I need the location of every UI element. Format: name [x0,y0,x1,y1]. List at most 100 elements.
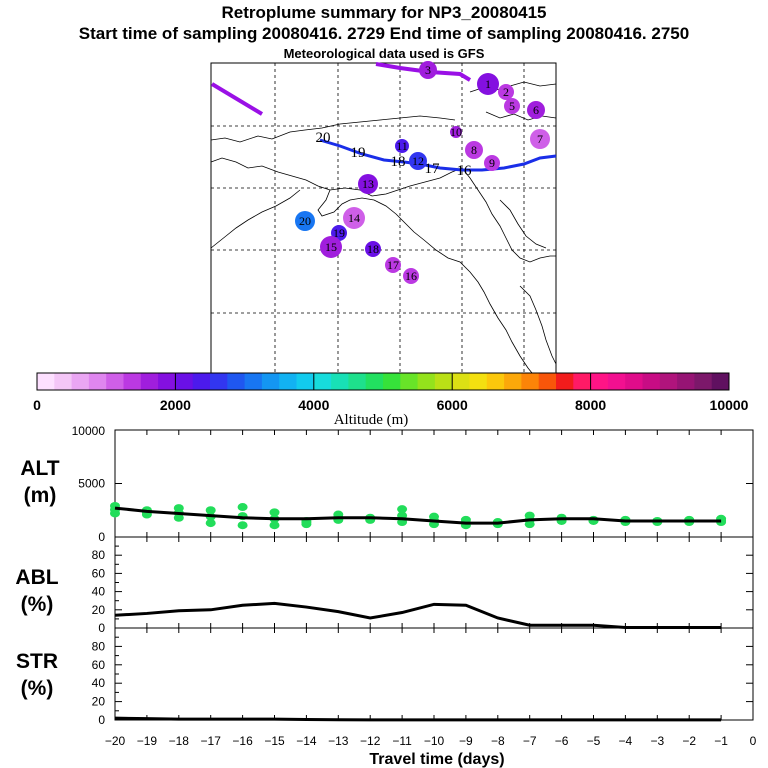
y-tick-label: 10000 [72,424,106,438]
trajectory-day-label: 17 [425,161,441,177]
plume-position-dot: 5 [504,98,520,114]
colorbar-swatch [469,373,488,390]
colorbar-swatch [711,373,730,390]
panel-frame [114,627,754,721]
trajectory-day-label: 19 [351,145,366,161]
x-tick-label: −11 [392,734,412,748]
plume-dot-label: 3 [425,63,431,77]
colorbar-swatch [210,373,228,390]
mean-altitude-line [114,506,722,525]
meteo-data-note: Meteorological data used is GFS [283,46,485,61]
x-tick-label: −10 [424,734,445,748]
colorbar-swatch [607,373,626,390]
colorbar-swatch [434,373,453,390]
colorbar-swatch [158,373,176,390]
colorbar-tick-label: 4000 [298,397,329,413]
plume-dot-label: 20 [299,214,311,228]
plume-position-dot: 3 [419,61,437,79]
panel-alt: 10000 5000 0 ALT (m) [20,424,754,544]
colorbar-swatch [625,373,643,390]
altitude-spread-point [269,521,280,530]
panel-y-label: (%) [21,677,54,700]
x-tick-label: −19 [137,734,158,748]
colorbar-swatch [279,373,297,390]
altitude-spread-point [237,521,248,530]
plume-dot-label: 7 [537,132,543,146]
colorbar-swatch [71,373,90,390]
colorbar-swatch [694,373,713,390]
colorbar-swatch [556,373,574,390]
plume-position-dot: 10 [450,125,462,139]
colorbar-swatch [573,373,592,390]
colorbar-swatch [677,373,695,390]
colorbar-swatch [106,373,124,390]
plume-dot-label: 13 [362,177,374,191]
panel-y-label: STR [16,650,58,673]
x-tick-label: −3 [650,734,664,748]
plume-dot-label: 1 [485,77,491,91]
plume-dot-label: 6 [533,103,539,117]
colorbar-swatch [175,373,194,390]
trajectory-day-label: 16 [457,163,473,179]
colorbar-label: Altitude (m) [334,412,409,428]
colorbar-swatch [504,373,522,390]
colorbar-swatch [88,373,107,390]
plume-dot-label: 11 [396,139,408,153]
x-tick-label: −18 [169,734,190,748]
colorbar-swatch [365,373,384,390]
colorbar-swatch [313,373,332,390]
x-axis: −20 −19 −18 −17 −16 −15 −14 −13 −12 −11 −10 −9 −8 −7−… [105,734,757,768]
altitude-spread-point [205,519,216,528]
colorbar-swatch [538,373,557,390]
colorbar-swatch [54,373,73,390]
plume-dot-label: 14 [348,211,360,225]
str-fraction-line [114,716,722,722]
y-tick-label: 20 [92,695,106,709]
plume-dot-label: 8 [471,143,477,157]
colorbar-swatch [452,373,470,390]
map-gridlines [211,63,556,373]
colorbar-swatch [244,373,263,390]
plume-position-dot: 9 [484,155,500,171]
plume-position-dot: 2 [498,84,514,100]
colorbar-tick-label: 6000 [437,397,468,413]
altitude-spread-point [301,518,312,527]
sampling-times: Start time of sampling 20080416. 2729 En… [78,24,690,43]
plume-dot-label: 12 [412,154,424,168]
colorbar-swatch [331,373,349,390]
map-frame [210,62,557,374]
colorbar-tick-label: 0 [33,397,41,413]
plume-position-dot: 14 [343,207,365,229]
colorbar-swatch [261,373,280,390]
plume-position-dot: 8 [465,141,483,159]
plume-position-dot: 16 [403,268,419,284]
y-tick-label: 80 [92,548,106,562]
colorbar-swatch [417,373,436,390]
plume-position-dot: 18 [365,241,381,257]
retroplume-map: 20 19 18 17 16 20 19 18 17 16 15 14 13 12 11 10 98 7 6 5 3 2… [210,61,557,374]
y-tick-label: 40 [92,585,106,599]
plume-dot-label: 5 [509,99,515,113]
plume-position-dot: 12 [409,152,427,170]
x-tick-label: −5 [587,734,601,748]
panel-str: 80 60 40 20 0 STR (%) [16,627,754,727]
x-tick-label: 0 [750,734,757,748]
colorbar-swatch [192,373,211,390]
y-tick-label: 0 [98,621,105,635]
chart-title: Retroplume summary for NP3_20080415 [221,3,547,22]
colorbar-swatch [37,373,55,390]
colorbar-tick-label: 10000 [710,397,749,413]
plume-dot-label: 18 [367,242,379,256]
plume-dot-label: 16 [405,269,417,283]
colorbar-tick-label: 2000 [160,397,191,413]
plume-dot-label: 9 [489,156,495,170]
y-tick-label: 0 [98,530,105,544]
colorbar-swatch [123,373,142,390]
plume-position-dot: 17 [385,257,401,273]
colorbar-swatch [296,373,315,390]
trajectory-day-label: 20 [316,130,331,146]
x-tick-label: −13 [328,734,349,748]
colorbar-swatch [227,373,246,390]
abl-fraction-line [114,601,722,630]
colorbar-swatch [400,373,419,390]
